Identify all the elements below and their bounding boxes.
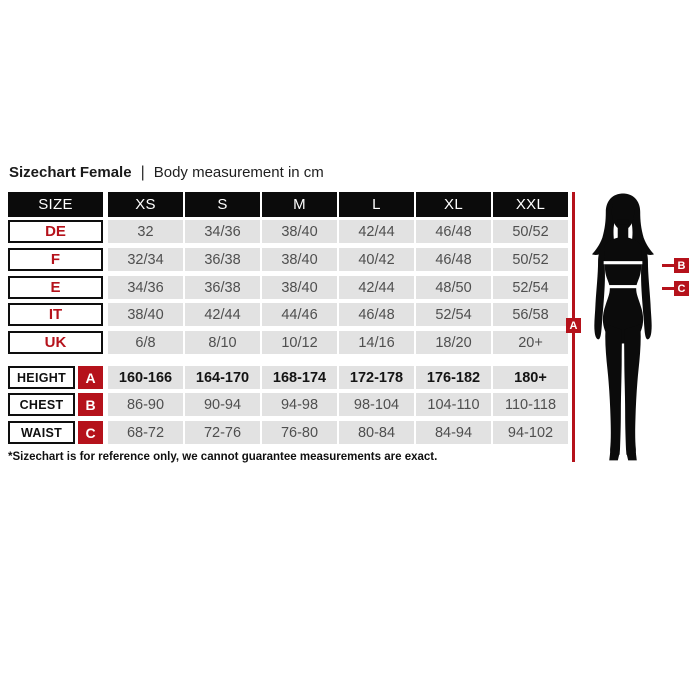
size-cell: 50/52 <box>493 220 568 243</box>
marker-a-badge: A <box>78 366 103 389</box>
column-header-xl: XL <box>416 192 491 217</box>
row-label-it: IT <box>8 303 103 326</box>
size-cell: 18/20 <box>416 331 491 354</box>
title-subtitle: Body measurement in cm <box>153 164 324 181</box>
size-cell: 6/8 <box>108 331 183 354</box>
figure-marker-a: A <box>566 318 581 333</box>
waist-line <box>609 285 637 289</box>
size-cell: 36/38 <box>185 276 260 299</box>
measure-cell: 104-110 <box>416 393 491 416</box>
column-header-size: SIZE <box>8 192 103 217</box>
size-cell: 46/48 <box>339 303 414 326</box>
measure-cell: 180+ <box>493 366 568 389</box>
measure-cell: 68-72 <box>108 421 183 444</box>
size-cell: 42/44 <box>185 303 260 326</box>
measure-cell: 98-104 <box>339 393 414 416</box>
size-cell: 42/44 <box>339 276 414 299</box>
measure-cell: 172-178 <box>339 366 414 389</box>
measure-cell: 110-118 <box>493 393 568 416</box>
size-cell: 44/46 <box>262 303 337 326</box>
measure-cell: 84-94 <box>416 421 491 444</box>
measure-cell: 90-94 <box>185 393 260 416</box>
size-cell: 52/54 <box>493 276 568 299</box>
size-cell: 38/40 <box>108 303 183 326</box>
size-cell: 42/44 <box>339 220 414 243</box>
size-cell: 32 <box>108 220 183 243</box>
size-cell: 46/48 <box>416 220 491 243</box>
measure-cell: 80-84 <box>339 421 414 444</box>
marker-b-badge: B <box>78 393 103 416</box>
size-cell: 52/54 <box>416 303 491 326</box>
size-cell: 48/50 <box>416 276 491 299</box>
size-cell: 46/48 <box>416 248 491 271</box>
column-header-l: L <box>339 192 414 217</box>
measure-cell: 160-166 <box>108 366 183 389</box>
row-label-de: DE <box>8 220 103 243</box>
row-label-chest: CHEST <box>8 393 75 416</box>
measure-cell: 76-80 <box>262 421 337 444</box>
measure-cell: 176-182 <box>416 366 491 389</box>
column-header-xs: XS <box>108 192 183 217</box>
page-title: Sizechart Female | Body measurement in c… <box>9 164 324 182</box>
row-label-height: HEIGHT <box>8 366 75 389</box>
size-cell: 32/34 <box>108 248 183 271</box>
measure-cell: 94-102 <box>493 421 568 444</box>
female-silhouette-figure <box>592 193 654 461</box>
size-cell: 34/36 <box>108 276 183 299</box>
column-header-m: M <box>262 192 337 217</box>
size-cell: 34/36 <box>185 220 260 243</box>
measure-cell: 86-90 <box>108 393 183 416</box>
marker-c-badge: C <box>78 421 103 444</box>
size-cell: 8/10 <box>185 331 260 354</box>
figure-marker-c: C <box>674 281 689 296</box>
measure-cell: 168-174 <box>262 366 337 389</box>
footnote: *Sizechart is for reference only, we can… <box>8 451 438 463</box>
row-label-f: F <box>8 248 103 271</box>
size-cell: 38/40 <box>262 220 337 243</box>
measure-cell: 94-98 <box>262 393 337 416</box>
size-cell: 40/42 <box>339 248 414 271</box>
size-cell: 38/40 <box>262 248 337 271</box>
size-cell: 56/58 <box>493 303 568 326</box>
column-header-s: S <box>185 192 260 217</box>
column-header-xxl: XXL <box>493 192 568 217</box>
size-cell: 36/38 <box>185 248 260 271</box>
row-label-uk: UK <box>8 331 103 354</box>
waist-pointer-line <box>662 287 674 290</box>
figure-marker-b: B <box>674 258 689 273</box>
chest-pointer-line <box>662 264 674 267</box>
title-separator: | <box>140 164 145 181</box>
size-cell: 14/16 <box>339 331 414 354</box>
row-label-e: E <box>8 276 103 299</box>
chest-line <box>603 261 643 265</box>
title-main: Sizechart Female <box>9 164 132 181</box>
row-label-waist: WAIST <box>8 421 75 444</box>
measure-cell: 72-76 <box>185 421 260 444</box>
size-cell: 38/40 <box>262 276 337 299</box>
size-cell: 10/12 <box>262 331 337 354</box>
size-cell: 20+ <box>493 331 568 354</box>
measure-cell: 164-170 <box>185 366 260 389</box>
size-cell: 50/52 <box>493 248 568 271</box>
